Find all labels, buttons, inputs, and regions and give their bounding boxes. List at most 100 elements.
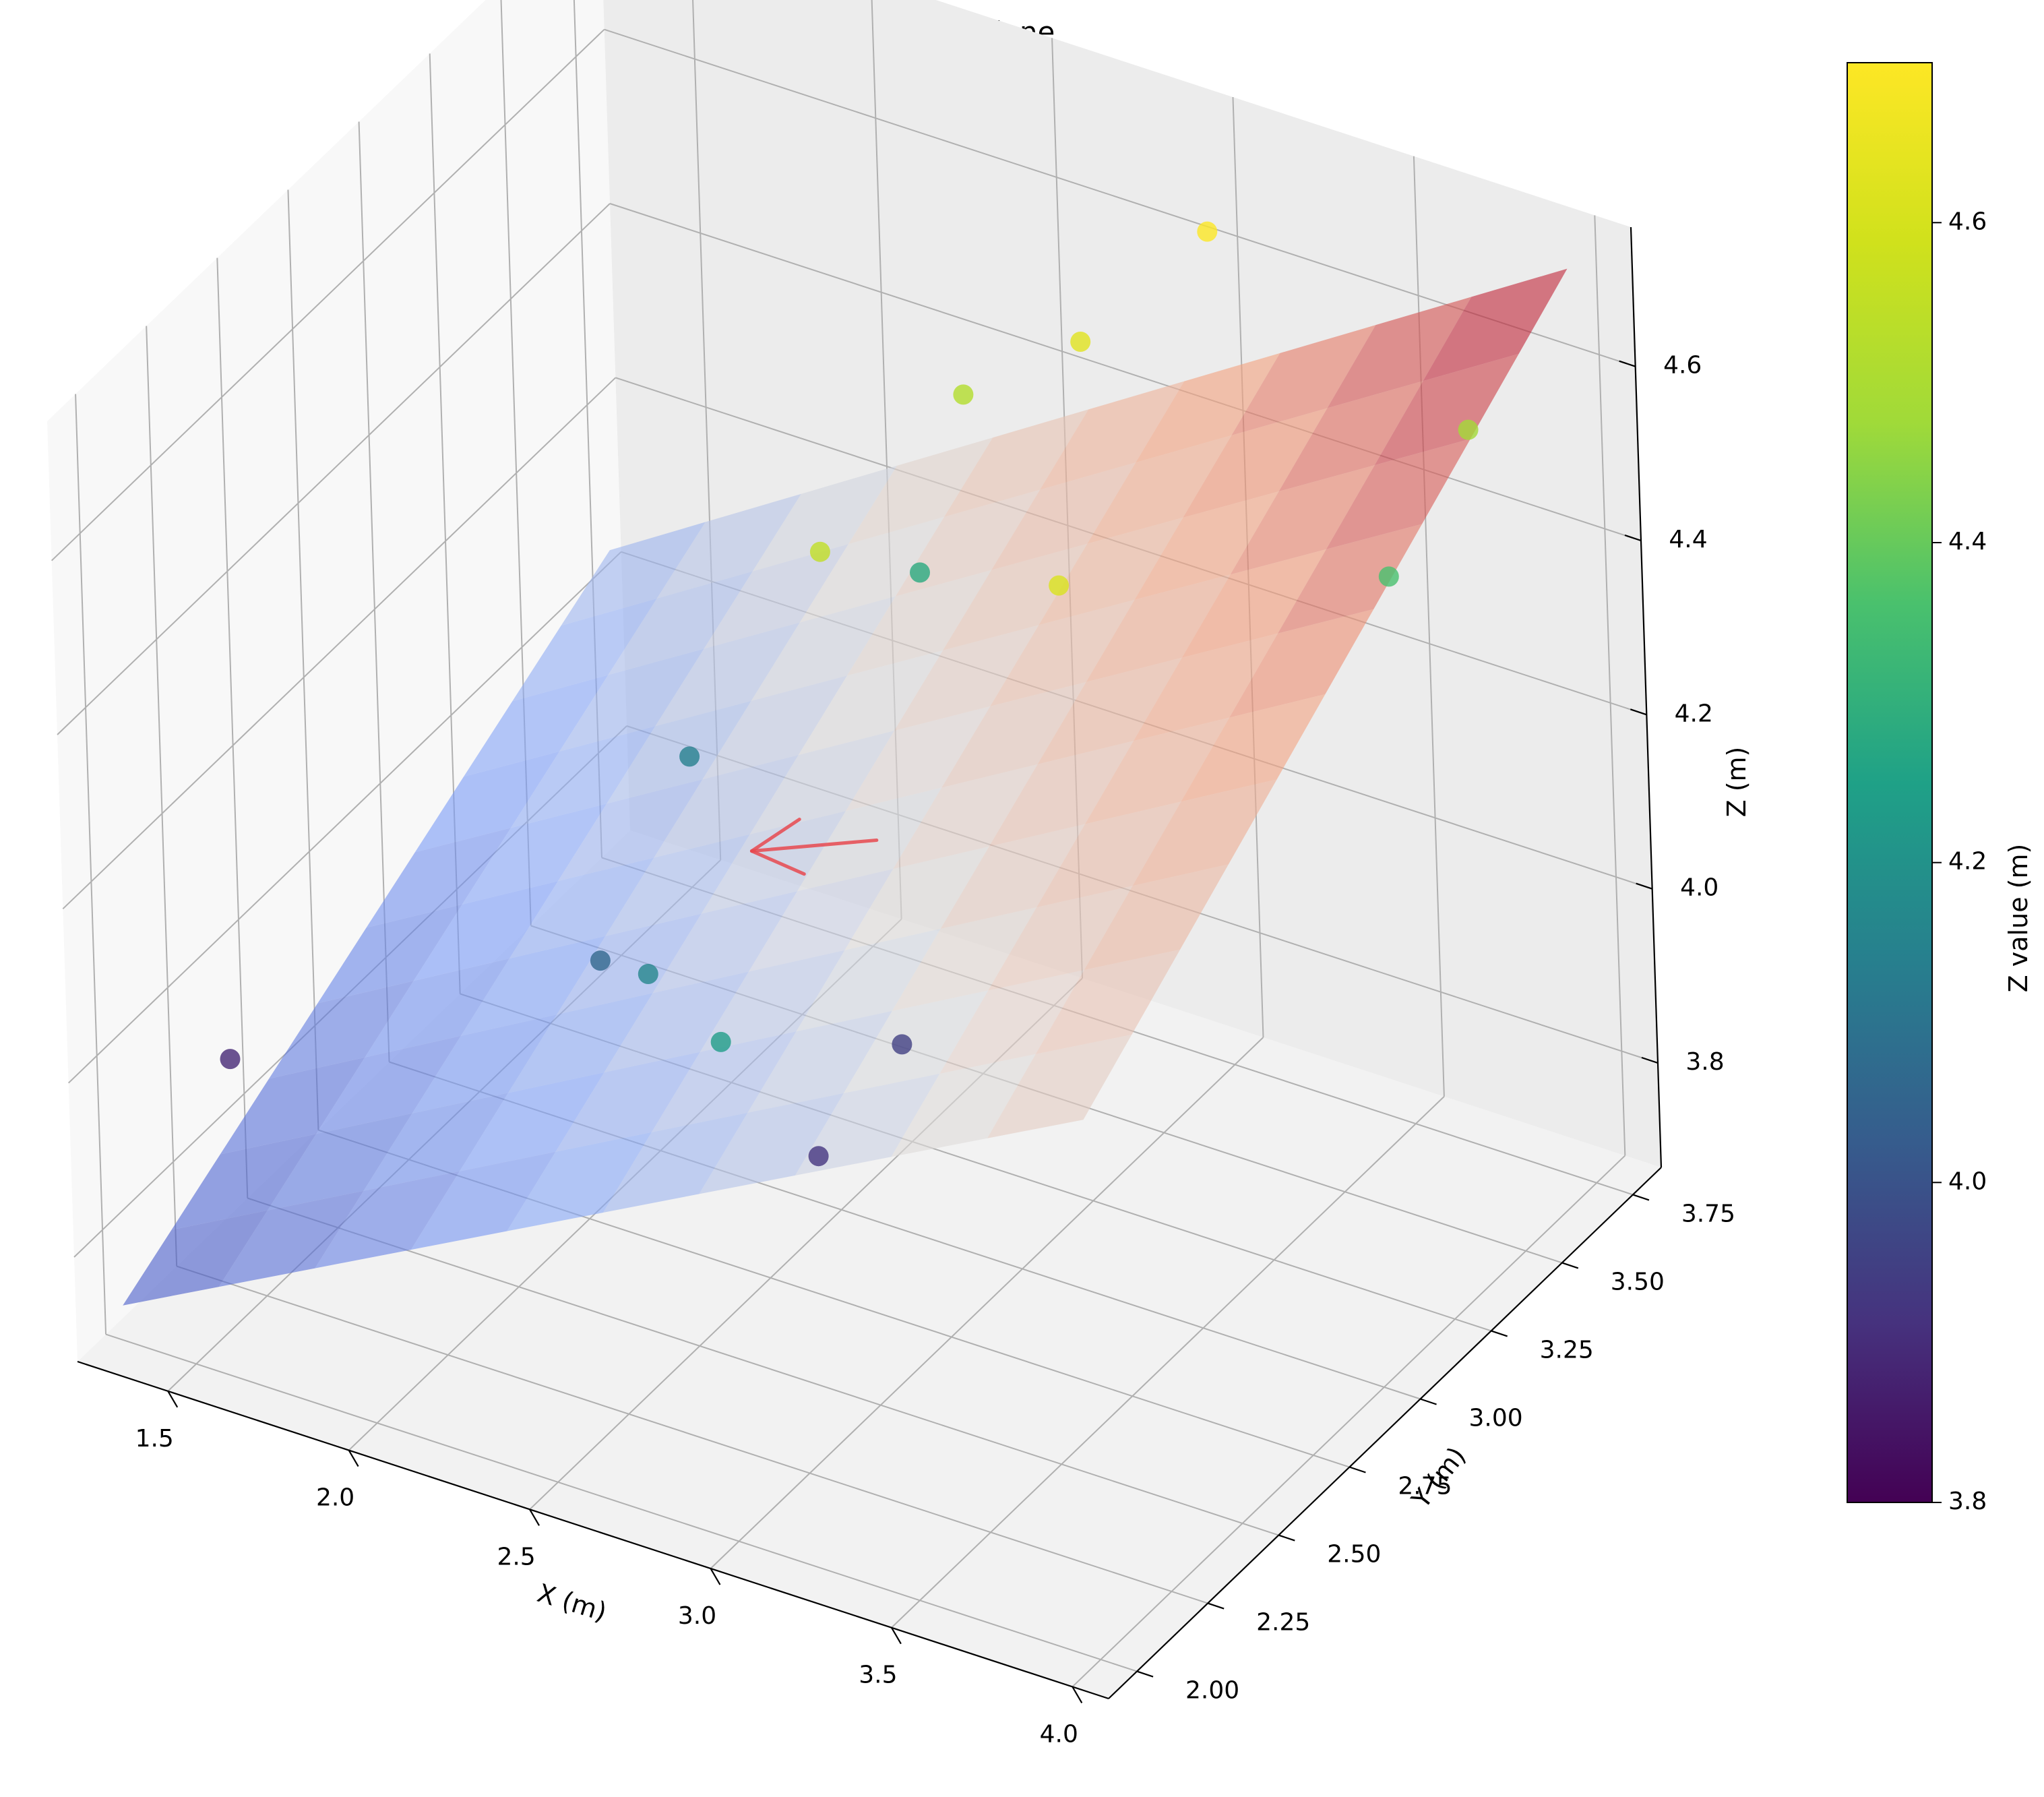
scatter-point [590, 950, 611, 971]
z-tick-label: 4.4 [1669, 526, 1707, 553]
plane-facet [508, 993, 653, 1093]
x-axis-label: X (m) [534, 1578, 610, 1627]
colorbar-tick-label: 4.0 [1948, 1167, 1987, 1195]
plane-facet [171, 1134, 317, 1230]
plane-facet [607, 700, 751, 804]
plane-facet [511, 726, 656, 828]
colorbar-ticks: 3.8 4.0 4.2 4.4 4.6 [1932, 208, 1987, 1515]
plane-facet [652, 891, 797, 994]
scatter-point [809, 541, 830, 562]
plane-facet [464, 675, 609, 777]
colorbar [1847, 62, 1933, 1503]
plane-facet [410, 1151, 556, 1250]
plane-facet [656, 493, 801, 599]
colorbar-tick-label: 3.8 [1948, 1488, 1987, 1515]
plane-facet [796, 928, 941, 1032]
scatter-point [1070, 332, 1091, 352]
x-gridline-back [1594, 215, 1626, 1156]
colorbar-tick-label: 4.2 [1948, 848, 1987, 876]
plane-facet [268, 1113, 412, 1211]
y-tick-mark [1561, 1262, 1579, 1269]
z-tick-mark [1624, 534, 1642, 542]
colorbar-tick-label: 4.6 [1948, 208, 1987, 235]
plane-facet [561, 522, 706, 626]
x-tick-mark [890, 1627, 902, 1645]
optimal-plane-surface [123, 268, 1568, 1306]
plane-facet [894, 625, 1039, 731]
arrow-head [749, 818, 801, 853]
plane-facet [987, 1035, 1132, 1138]
plane-facet [412, 1014, 557, 1114]
scatter-point [220, 1049, 241, 1070]
plane-facet [895, 489, 1041, 597]
y-tick-mark [1136, 1670, 1154, 1678]
colorbar-tick-label: 4.4 [1948, 528, 1987, 555]
plane-facet [218, 1190, 364, 1287]
y-tick-label: 2.25 [1256, 1609, 1310, 1637]
scatter-point [679, 746, 700, 767]
y-tick-label: 2.00 [1185, 1677, 1239, 1705]
plane-facet [365, 958, 509, 1058]
arrow-head [749, 849, 806, 876]
plane-facet [1037, 657, 1182, 764]
plane-facet [752, 465, 897, 572]
x-tick-label: 1.5 [135, 1425, 174, 1453]
plane-facet [751, 596, 896, 701]
z-tick-label: 4.0 [1680, 874, 1718, 902]
plane-facet [749, 869, 894, 972]
y-tick-mark [1632, 1194, 1650, 1201]
x-gridline-floor [891, 1096, 1445, 1628]
plane-facet [459, 1072, 605, 1171]
plane-facet [512, 598, 657, 702]
plane-facet [555, 1052, 700, 1152]
plane-facet [654, 755, 799, 858]
plane-facet [655, 622, 800, 727]
plane-facet [1181, 549, 1326, 658]
plane-facet [699, 1093, 844, 1194]
plane-facet [844, 846, 989, 950]
scatter-point [1049, 575, 1070, 596]
plane-facet [507, 1132, 652, 1231]
plane-facet [891, 1054, 1036, 1157]
plane-facet [1183, 408, 1328, 518]
plane-facet [799, 516, 944, 623]
x-tick-mark [167, 1391, 179, 1408]
x-tick-label: 4.0 [1040, 1721, 1078, 1748]
y-tick-label: 3.25 [1540, 1337, 1594, 1364]
plane-facet [940, 824, 1085, 929]
x-tick-label: 3.5 [859, 1662, 897, 1689]
plane-facet [798, 650, 943, 756]
x-tick-label: 2.0 [316, 1484, 354, 1512]
z-gridline-left [67, 551, 622, 1084]
plane-facet [123, 1210, 268, 1306]
plane-facet [1087, 435, 1232, 544]
plane-facet [1084, 864, 1229, 971]
plane-facet [944, 409, 1089, 517]
plane-facet [749, 731, 894, 834]
z-tick-label: 4.2 [1675, 700, 1713, 727]
x-tick-mark [529, 1509, 540, 1526]
y-tick-label: 2.50 [1327, 1541, 1381, 1568]
plane-facet [704, 544, 848, 649]
plane-facet [1136, 353, 1280, 463]
z-gridline-back [609, 203, 1642, 541]
plane-facet [1327, 297, 1472, 408]
x-tick-label: 2.5 [497, 1543, 535, 1571]
x-gridline-floor [1072, 1155, 1626, 1688]
plane-facet [893, 764, 1038, 870]
plane-facet [1181, 694, 1326, 802]
y-axis-line [1108, 1167, 1662, 1699]
plane-facet [943, 543, 1088, 650]
y-tick-mark [1207, 1602, 1225, 1610]
plane-facet [602, 1112, 748, 1213]
scatter-point [892, 1034, 912, 1055]
z-tick-mark [1630, 708, 1647, 716]
plane-facet [1035, 949, 1181, 1054]
plane-facet [1086, 574, 1231, 682]
y-tick-label: 2.75 [1398, 1473, 1452, 1500]
y-gridline-wall [287, 189, 319, 1130]
x-gridline-floor [710, 1037, 1264, 1569]
plane-facet [1040, 381, 1185, 490]
plane-facet [795, 1073, 940, 1176]
